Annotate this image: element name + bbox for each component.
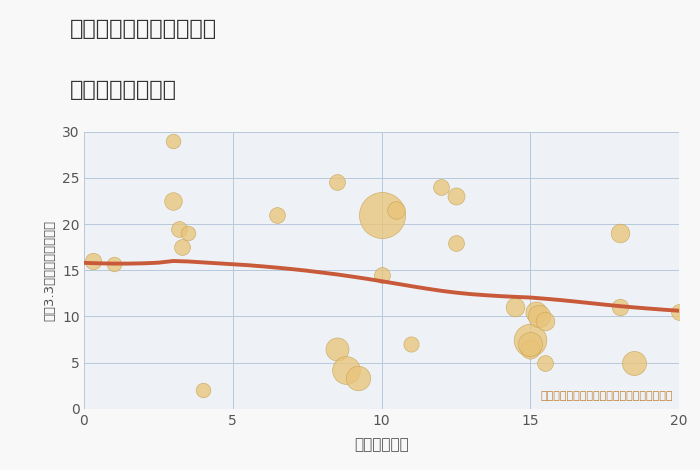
Point xyxy=(510,304,521,311)
Y-axis label: 坪（3.3㎡）単価（万円）: 坪（3.3㎡）単価（万円） xyxy=(43,219,57,321)
Point xyxy=(168,137,179,145)
Point xyxy=(183,229,194,237)
Point xyxy=(614,229,625,237)
Point xyxy=(540,317,551,325)
Point xyxy=(391,206,402,214)
Point xyxy=(174,225,185,233)
Point xyxy=(108,260,119,267)
Point xyxy=(168,197,179,205)
Text: 駅距離別土地価格: 駅距離別土地価格 xyxy=(70,80,177,100)
Point xyxy=(525,336,536,343)
Point xyxy=(629,359,640,367)
Point xyxy=(435,183,447,191)
Point xyxy=(525,340,536,348)
Point xyxy=(450,239,461,246)
Point xyxy=(540,359,551,367)
Point xyxy=(450,193,461,200)
Point xyxy=(525,345,536,352)
Point xyxy=(197,387,209,394)
Point xyxy=(673,308,685,316)
Text: 三重県四日市市菅原町の: 三重県四日市市菅原町の xyxy=(70,19,217,39)
Point xyxy=(376,271,387,279)
X-axis label: 駅距離（分）: 駅距離（分） xyxy=(354,437,409,452)
Point xyxy=(88,257,99,265)
Point xyxy=(614,304,625,311)
Point xyxy=(531,308,542,316)
Text: 円の大きさは、取引のあった物件面積を示す: 円の大きさは、取引のあった物件面積を示す xyxy=(540,391,673,400)
Point xyxy=(376,211,387,219)
Point xyxy=(533,313,545,320)
Point xyxy=(272,211,283,219)
Point xyxy=(340,366,351,374)
Point xyxy=(331,345,342,352)
Point xyxy=(176,243,188,251)
Point xyxy=(406,340,417,348)
Point xyxy=(331,179,342,186)
Point xyxy=(352,375,363,382)
